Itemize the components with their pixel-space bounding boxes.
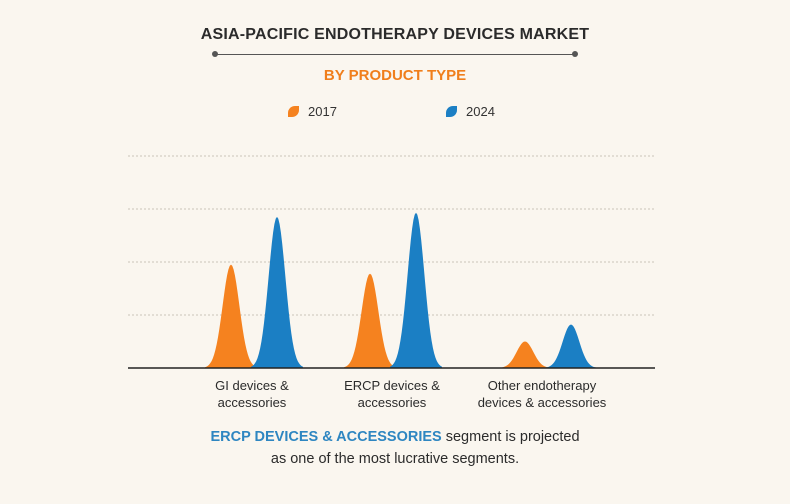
legend-label-2024: 2024 <box>466 104 495 119</box>
footer-note: ERCP DEVICES & ACCESSORIES segment is pr… <box>0 426 790 470</box>
legend-item-2024: 2024 <box>446 104 495 119</box>
footer-line-1: ERCP DEVICES & ACCESSORIES segment is pr… <box>0 426 790 448</box>
chart-subtitle: BY PRODUCT TYPE <box>323 67 467 84</box>
peak-2017-1 <box>344 273 396 368</box>
peak-2017-2 <box>499 341 551 368</box>
footer-line-1-rest: segment is projected <box>441 429 580 445</box>
legend-item-2017: 2017 <box>288 104 337 119</box>
legend-label-2017: 2017 <box>308 104 337 119</box>
chart-title: ASIA-PACIFIC ENDOTHERAPY DEVICES MARKET <box>200 26 590 43</box>
footer-line-2: as one of the most lucrative segments. <box>270 451 520 467</box>
category-label-gi: GI devices & accessories <box>215 378 289 410</box>
chart-legend: 2017 2024 <box>0 104 790 122</box>
peak-2024-2 <box>545 324 597 368</box>
footer-highlight: ERCP DEVICES & ACCESSORIES <box>210 429 442 445</box>
peak-2024-0 <box>251 216 303 368</box>
category-label-ercp: ERCP devices & accessories <box>344 378 440 410</box>
category-label-other: Other endotherapy devices & accessories <box>477 378 607 410</box>
title-divider <box>215 54 575 55</box>
legend-swatch-2017 <box>288 106 299 117</box>
legend-swatch-2024 <box>446 106 457 117</box>
peak-2024-1 <box>390 212 442 368</box>
peak-2017-0 <box>205 264 257 368</box>
divider-right-dot <box>572 51 578 57</box>
divider-left-dot <box>212 51 218 57</box>
